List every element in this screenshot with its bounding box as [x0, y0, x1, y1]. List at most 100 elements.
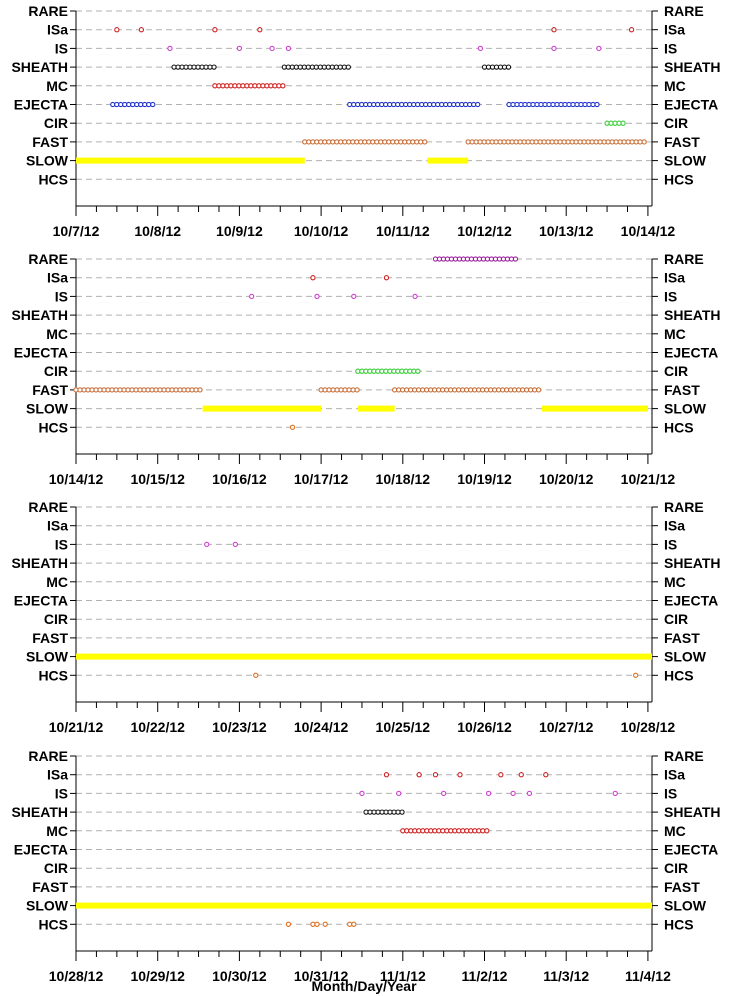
y-label-left-rare: RARE	[28, 748, 68, 764]
y-label-left-sheath: SHEATH	[11, 59, 68, 75]
marker-fast	[197, 387, 203, 393]
y-label-right-fast: FAST	[664, 134, 700, 150]
marker-fast	[641, 139, 647, 145]
marker-hcs	[322, 921, 328, 927]
marker-is	[612, 790, 618, 797]
x-tick-label: 10/15/12	[130, 471, 185, 487]
y-label-right-sheath: SHEATH	[664, 59, 721, 75]
y-label-left-cir: CIR	[44, 611, 68, 627]
chart-panel-4: RARE RARE ISa ISa IS IS SHEATH SHEATH MC MC EJECTA…	[11, 748, 720, 984]
y-label-right-fast: FAST	[664, 630, 700, 646]
marker-rare	[512, 256, 519, 262]
y-label-right-rare: RARE	[664, 251, 704, 267]
y-label-right-is: IS	[664, 40, 677, 56]
marker-is	[314, 293, 320, 300]
y-label-right-fast: FAST	[664, 879, 700, 895]
marker-fast	[535, 387, 542, 393]
marker-hcs	[285, 921, 292, 927]
segment-slow	[76, 653, 652, 660]
y-label-right-isa: ISa	[664, 518, 685, 534]
y-label-left-ejecta: EJECTA	[14, 345, 68, 361]
marker-fast	[354, 387, 360, 393]
marker-is	[232, 541, 238, 548]
marker-ejecta	[594, 101, 600, 108]
marker-isa	[518, 772, 524, 778]
marker-is	[249, 293, 255, 300]
y-label-right-mc: MC	[664, 574, 686, 590]
y-label-left-mc: MC	[46, 78, 68, 94]
y-label-left-rare: RARE	[28, 3, 68, 19]
x-tick-label: 10/12/12	[457, 223, 512, 239]
marker-hcs	[253, 672, 259, 678]
y-label-left-mc: MC	[46, 574, 68, 590]
y-label-left-fast: FAST	[32, 134, 68, 150]
marker-hcs	[351, 921, 357, 927]
y-label-left-sheath: SHEATH	[11, 307, 68, 323]
y-label-right-is: IS	[664, 288, 677, 304]
y-label-left-hcs: HCS	[38, 916, 68, 932]
y-label-left-is: IS	[55, 288, 68, 304]
marker-is	[510, 790, 516, 797]
y-label-left-hcs: HCS	[38, 419, 68, 435]
marker-is	[236, 45, 243, 52]
x-tick-label: 10/30/12	[212, 968, 267, 984]
y-label-right-slow: SLOW	[664, 649, 707, 665]
x-tick-label: 10/19/12	[457, 471, 512, 487]
y-label-left-isa: ISa	[47, 270, 68, 286]
marker-sheath	[211, 64, 217, 70]
y-label-left-ejecta: EJECTA	[14, 593, 68, 609]
y-label-right-is: IS	[664, 785, 677, 801]
y-label-left-is: IS	[55, 40, 68, 56]
y-label-right-fast: FAST	[664, 382, 700, 398]
marker-hcs	[633, 672, 639, 678]
marker-is	[551, 45, 557, 52]
y-label-left-mc: MC	[46, 326, 68, 342]
y-label-right-sheath: SHEATH	[664, 307, 721, 323]
y-label-left-ejecta: EJECTA	[14, 842, 68, 858]
y-label-left-ejecta: EJECTA	[14, 97, 68, 113]
y-label-right-ejecta: EJECTA	[664, 345, 718, 361]
y-label-left-isa: ISa	[47, 518, 68, 534]
x-tick-label: 10/13/12	[539, 223, 594, 239]
y-label-right-cir: CIR	[664, 363, 688, 379]
y-label-left-rare: RARE	[28, 251, 68, 267]
x-tick-label: 10/17/12	[294, 471, 349, 487]
marker-is	[167, 45, 173, 52]
x-tick-label: 10/23/12	[212, 719, 267, 735]
y-label-left-slow: SLOW	[26, 649, 69, 665]
marker-isa	[457, 772, 463, 778]
x-tick-label: 10/7/12	[53, 223, 100, 239]
chart-panel-3: RARE RARE ISa ISa IS IS SHEATH SHEATH MC MC EJECTA…	[11, 499, 720, 735]
x-tick-label: 10/21/12	[621, 471, 676, 487]
y-label-left-is: IS	[55, 536, 68, 552]
y-label-right-hcs: HCS	[664, 667, 694, 683]
y-label-right-cir: CIR	[664, 611, 688, 627]
x-tick-label: 10/14/12	[621, 223, 676, 239]
x-tick-label: 10/31/12	[294, 968, 349, 984]
marker-isa	[498, 772, 504, 778]
y-label-left-hcs: HCS	[38, 667, 68, 683]
segment-slow	[76, 157, 305, 164]
y-label-right-mc: MC	[664, 823, 686, 839]
segment-slow	[76, 902, 652, 909]
y-label-left-cir: CIR	[44, 363, 68, 379]
y-label-right-hcs: HCS	[664, 171, 694, 187]
marker-is	[412, 293, 418, 300]
y-label-right-hcs: HCS	[664, 916, 694, 932]
marker-sheath	[399, 809, 405, 815]
marker-sheath	[505, 64, 512, 70]
chart-panel-2: RARE RARE ISa ISa IS IS SHEATH SHEATH MC MC EJECTA…	[11, 251, 720, 487]
marker-isa	[383, 772, 390, 778]
chart-panel-1: RARE RARE ISa ISa IS IS SHEATH SHEATH MC MC EJECTA…	[11, 3, 720, 239]
marker-is	[441, 790, 447, 797]
y-label-right-rare: RARE	[664, 748, 704, 764]
x-tick-label: 10/11/12	[376, 223, 430, 239]
y-label-left-mc: MC	[46, 823, 68, 839]
marker-isa	[628, 27, 635, 33]
y-label-left-isa: ISa	[47, 22, 68, 38]
marker-is	[285, 45, 292, 52]
x-tick-label: 10/27/12	[539, 719, 594, 735]
y-label-right-isa: ISa	[664, 22, 685, 38]
x-tick-label: 10/24/12	[294, 719, 349, 735]
